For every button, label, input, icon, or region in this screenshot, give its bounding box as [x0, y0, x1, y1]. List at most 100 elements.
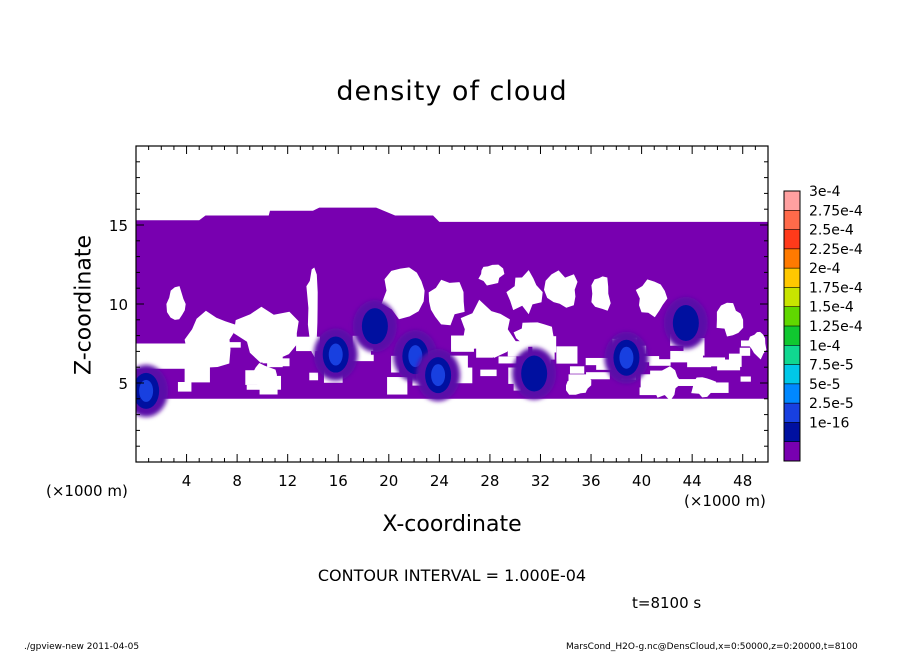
clear-gap	[498, 356, 517, 364]
clear-gap	[166, 286, 186, 320]
clear-gap	[296, 336, 320, 352]
x-tick-label: 48	[733, 472, 752, 490]
clear-gap	[476, 347, 493, 358]
colorbar-label: 2e-4	[809, 261, 841, 277]
colorbar-label: 2.75e-4	[809, 203, 863, 219]
colorbar-label: 2.5e-4	[809, 223, 854, 239]
colorbar-swatch	[784, 441, 800, 462]
time-label: t=8100 s	[632, 594, 702, 612]
colorbar-label: 7.5e-5	[809, 358, 854, 374]
clear-gap	[650, 370, 666, 380]
colorbar-swatch	[784, 268, 800, 288]
colorbar-swatch	[784, 422, 800, 443]
clear-gap	[716, 302, 744, 337]
x-tick-label: 32	[531, 472, 550, 490]
colorbar-label: 2.5e-5	[809, 396, 854, 412]
clear-gap	[568, 374, 588, 390]
colorbar-swatch	[784, 345, 800, 366]
clear-gap	[586, 372, 610, 380]
clear-gap	[184, 365, 210, 383]
colorbar-swatch	[784, 383, 800, 404]
clear-gap	[569, 366, 585, 374]
clear-gap	[740, 376, 751, 382]
contour-interval: CONTOUR INTERVAL = 1.000E-04	[317, 566, 587, 585]
x-unit-label-left: (×1000 m)	[46, 482, 128, 500]
x-tick-label: 4	[182, 472, 192, 490]
x-tick-label: 16	[329, 472, 348, 490]
clear-gap	[699, 357, 726, 367]
y-tick-label: 5	[118, 375, 128, 393]
y-axis: 5 10 15	[109, 161, 768, 447]
clear-gap	[747, 331, 767, 360]
x-tick-label: 36	[581, 472, 600, 490]
x-axis: 4 8 12 16 20 24 28 32 36 40 44 48	[148, 146, 756, 490]
density-maximum-core	[139, 379, 154, 402]
density-maximum	[521, 355, 548, 392]
density-maximum-core	[328, 343, 343, 366]
clear-gap	[740, 340, 755, 347]
clear-gap	[728, 353, 742, 367]
colorbar-swatch	[784, 364, 800, 385]
clear-gap	[544, 270, 578, 308]
clear-gap	[306, 267, 318, 358]
x-tick-label: 44	[683, 472, 702, 490]
clear-gap	[136, 343, 206, 369]
clear-gap	[177, 381, 192, 392]
colorbar: 3e-4 2.75e-4 2.5e-4 2.25e-4 2e-4 1.75e-4 1.5e-…	[783, 184, 863, 462]
colorbar-swatch	[784, 326, 800, 346]
y-tick-label: 15	[109, 217, 128, 235]
colorbar-label: 1e-4	[809, 338, 841, 354]
density-maximum-core	[431, 364, 446, 387]
clear-gap	[678, 379, 700, 386]
clear-gap	[506, 270, 543, 315]
colorbar-swatch	[784, 306, 800, 327]
density-maximum-core	[408, 345, 423, 368]
footer-left: ./gpview-new 2011-04-05	[24, 642, 140, 652]
footer-right: MarsCond_H2O-g.nc@DensCloud,x=0:50000,z=…	[566, 642, 858, 652]
clear-gap	[591, 276, 611, 311]
density-maximum-core	[619, 346, 634, 369]
colorbar-swatch	[784, 248, 800, 269]
x-tick-label: 8	[232, 472, 242, 490]
cloud-maxima	[136, 296, 708, 417]
clear-gap	[428, 279, 465, 326]
colorbar-label: 1.75e-4	[809, 280, 863, 296]
colorbar-swatch	[784, 229, 800, 250]
colorbar-swatch	[784, 403, 800, 423]
clear-gap	[387, 383, 398, 390]
clear-gap	[387, 377, 408, 395]
density-maximum	[361, 308, 388, 345]
colorbar-swatch	[784, 191, 800, 211]
colorbar-label: 3e-4	[809, 184, 841, 200]
colorbar-swatch	[784, 287, 800, 308]
clear-gap	[233, 306, 299, 363]
x-tick-label: 40	[632, 472, 651, 490]
x-tick-label: 24	[430, 472, 449, 490]
clear-gap	[262, 357, 272, 364]
clear-gap	[381, 267, 425, 320]
clear-gap	[556, 346, 578, 364]
density-maximum	[672, 304, 699, 341]
colorbar-label: 2.25e-4	[809, 242, 863, 258]
y-tick-label: 10	[109, 296, 128, 314]
x-axis-label: X-coordinate	[382, 512, 522, 537]
clear-gap	[278, 358, 290, 367]
clear-gap	[309, 372, 319, 381]
clear-gap	[708, 382, 729, 393]
clear-gap	[717, 359, 741, 371]
clear-gap	[451, 335, 474, 352]
clear-gap	[639, 387, 666, 396]
x-tick-label: 12	[278, 472, 297, 490]
clear-gap	[215, 342, 241, 348]
clear-gap	[460, 299, 517, 358]
x-tick-label: 28	[480, 472, 499, 490]
clear-gap	[246, 384, 266, 390]
colorbar-swatch	[784, 210, 800, 231]
colorbar-label: 1e-16	[809, 415, 849, 431]
clear-gap	[480, 369, 497, 377]
colorbar-label: 1.25e-4	[809, 319, 863, 335]
clear-gap	[635, 279, 668, 318]
colorbar-label: 1.5e-4	[809, 300, 854, 316]
clear-gap	[649, 359, 671, 366]
